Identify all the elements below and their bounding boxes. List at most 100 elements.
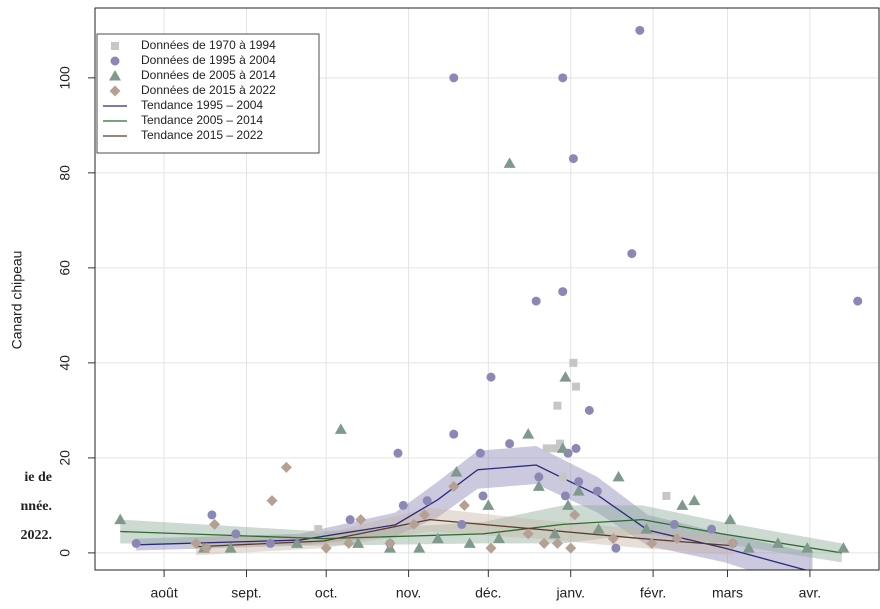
legend-symbol [110, 56, 120, 66]
point [538, 537, 550, 549]
point [574, 477, 584, 487]
point [801, 542, 814, 553]
confidence-band [195, 507, 733, 556]
point [724, 513, 737, 525]
point [611, 543, 621, 553]
point [568, 154, 578, 164]
point [352, 537, 365, 548]
caption-line: 2022. [21, 528, 53, 543]
point [584, 405, 594, 415]
point [646, 537, 658, 549]
legend-label: Données de 1970 à 1994 [141, 38, 276, 52]
plot-border [94, 7, 880, 571]
point [612, 470, 625, 482]
y-tick-label: 80 [57, 165, 73, 181]
point [314, 525, 323, 534]
point [393, 448, 403, 458]
point [231, 529, 241, 539]
point [565, 542, 577, 554]
x-tick-label: déc. [475, 585, 501, 601]
point [475, 448, 485, 458]
point [542, 444, 551, 453]
point [201, 542, 213, 554]
point [558, 287, 568, 297]
point [572, 382, 581, 391]
legend-box [96, 33, 320, 154]
point [669, 519, 679, 529]
y-tick-label: 0 [57, 549, 73, 557]
point [571, 443, 581, 453]
point [727, 537, 739, 549]
point [266, 495, 278, 507]
point [522, 528, 534, 540]
point [503, 157, 516, 168]
point [640, 523, 653, 534]
point [559, 371, 572, 382]
x-tick-label: févr. [640, 585, 666, 601]
point [449, 429, 459, 439]
point [627, 249, 637, 259]
point [355, 514, 367, 526]
legend-label: Tendance 2005 – 2014 [141, 113, 263, 127]
point [131, 538, 141, 548]
point [114, 513, 127, 525]
point [853, 296, 863, 306]
point [290, 537, 303, 548]
point [676, 499, 689, 510]
y-axis-label: Canard chipeau [9, 251, 25, 350]
point [688, 494, 701, 506]
legend-label: Données de 2005 à 2014 [141, 68, 276, 82]
point [280, 461, 292, 473]
legend-label: Données de 1995 à 2004 [141, 53, 276, 67]
point [572, 485, 585, 496]
point [450, 466, 463, 477]
point [635, 25, 645, 35]
point [320, 542, 332, 554]
point [458, 499, 470, 511]
point [671, 533, 683, 545]
y-tick-label: 40 [57, 355, 73, 371]
point [207, 510, 217, 520]
point [190, 537, 202, 549]
point [449, 73, 459, 83]
point [550, 444, 559, 453]
point [560, 491, 570, 501]
point [522, 428, 535, 439]
caption-line: nnée. [21, 499, 53, 514]
point [224, 542, 237, 553]
point [558, 472, 567, 481]
y-tick-label: 100 [57, 66, 73, 90]
legend-label: Données de 2015 à 2022 [141, 83, 276, 97]
x-tick-label: août [150, 585, 177, 601]
point [419, 509, 431, 521]
plot-area [114, 25, 863, 570]
point [558, 73, 568, 83]
point [592, 523, 605, 534]
x-tick-label: mars [712, 585, 743, 601]
legend-label: Tendance 2015 – 2022 [141, 128, 263, 142]
point [457, 519, 467, 529]
x-tick-label: sept. [231, 585, 261, 601]
point [485, 542, 497, 554]
point [837, 542, 850, 553]
point [408, 518, 420, 530]
x-tick-label: oct. [315, 585, 338, 601]
point [482, 499, 495, 510]
legend-symbol [109, 70, 121, 81]
trend-line [195, 518, 733, 548]
point [772, 537, 785, 548]
point [384, 537, 396, 549]
point [478, 491, 488, 501]
point [569, 358, 578, 367]
point [334, 423, 347, 434]
y-tick-label: 20 [57, 450, 73, 466]
point [592, 486, 602, 496]
x-tick-label: janv. [555, 585, 585, 601]
point [607, 533, 619, 545]
point [707, 524, 717, 534]
point [551, 537, 563, 549]
point [448, 480, 460, 492]
y-tick-label: 60 [57, 260, 73, 276]
x-tick-label: avr. [799, 585, 822, 601]
